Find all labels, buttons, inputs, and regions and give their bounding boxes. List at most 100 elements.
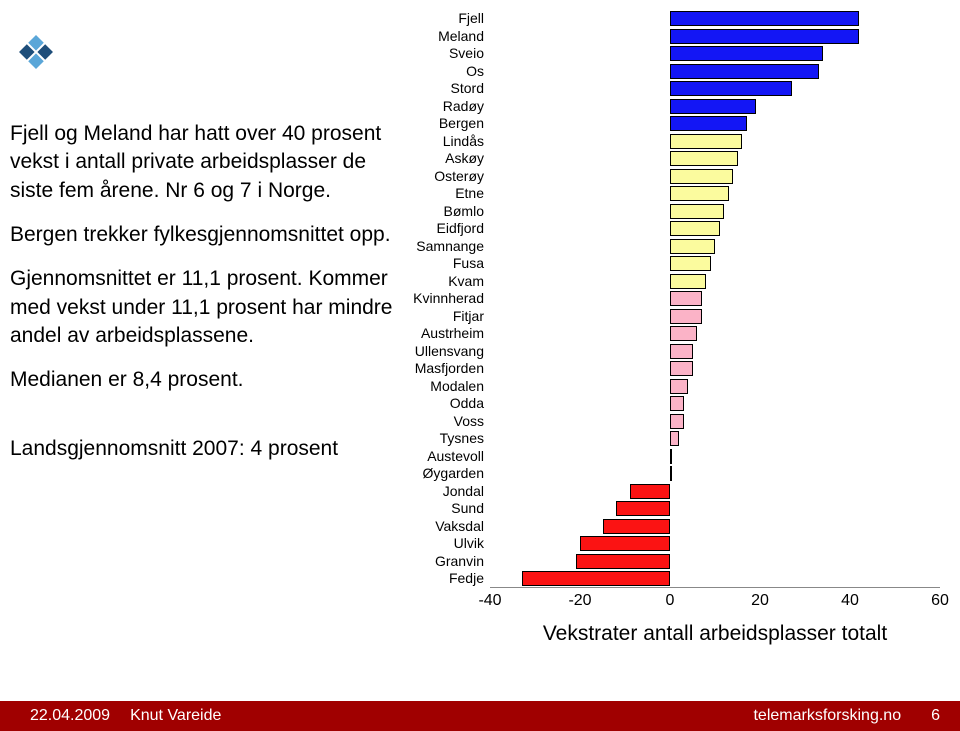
bar-row: Lindås bbox=[490, 133, 940, 151]
bar-rect bbox=[670, 29, 859, 44]
paragraph-1: Fjell og Meland har hatt over 40 prosent… bbox=[10, 120, 400, 205]
bar-rect bbox=[670, 256, 711, 271]
bar-label: Granvin bbox=[435, 553, 490, 570]
bar-label: Ullensvang bbox=[415, 343, 490, 360]
bar-label: Askøy bbox=[445, 150, 490, 167]
bar-row: Ullensvang bbox=[490, 343, 940, 361]
bar-label: Odda bbox=[450, 395, 490, 412]
bar-row: Ulvik bbox=[490, 535, 940, 553]
bar-label: Fitjar bbox=[453, 308, 490, 325]
x-tick-label: 40 bbox=[841, 592, 859, 610]
bar-row: Voss bbox=[490, 413, 940, 431]
bar-row: Granvin bbox=[490, 553, 940, 571]
bar-row: Austevoll bbox=[490, 448, 940, 466]
bar-label: Kvam bbox=[448, 273, 490, 290]
bar-rect bbox=[670, 134, 742, 149]
bar-rect bbox=[670, 431, 679, 446]
bar-rect bbox=[670, 116, 747, 131]
bar-label: Austevoll bbox=[427, 448, 490, 465]
bar-label: Sund bbox=[451, 500, 490, 517]
body-text: Fjell og Meland har hatt over 40 prosent… bbox=[10, 10, 400, 695]
bar-label: Modalen bbox=[430, 378, 490, 395]
bar-row: Sveio bbox=[490, 45, 940, 63]
bar-label: Kvinnherad bbox=[413, 290, 490, 307]
bar-rect bbox=[603, 519, 671, 534]
bar-label: Sveio bbox=[449, 45, 490, 62]
bar-label: Ulvik bbox=[454, 535, 490, 552]
bar-row: Øygarden bbox=[490, 465, 940, 483]
bar-label: Fusa bbox=[453, 255, 490, 272]
bar-label: Fjell bbox=[458, 10, 490, 27]
bar-rect bbox=[630, 484, 671, 499]
bar-rect bbox=[670, 81, 792, 96]
bar-label: Eidfjord bbox=[437, 220, 490, 237]
bar-rect bbox=[670, 64, 819, 79]
bar-row: Eidfjord bbox=[490, 220, 940, 238]
x-tick-label: 60 bbox=[931, 592, 949, 610]
footer-author: Knut Vareide bbox=[130, 707, 753, 725]
bar-label: Jondal bbox=[443, 483, 490, 500]
bar-row: Kvam bbox=[490, 273, 940, 291]
bar-rect bbox=[670, 326, 697, 341]
bar-rect bbox=[670, 344, 693, 359]
bar-label: Meland bbox=[438, 28, 490, 45]
bar-rect bbox=[576, 554, 671, 569]
bar-chart: FjellMelandSveioOsStordRadøyBergenLindås… bbox=[400, 10, 940, 650]
bar-rect bbox=[670, 396, 684, 411]
bar-rect bbox=[670, 291, 702, 306]
bar-label: Fedje bbox=[449, 570, 490, 587]
bar-rect bbox=[522, 571, 671, 586]
bar-row: Os bbox=[490, 63, 940, 81]
bar-row: Odda bbox=[490, 395, 940, 413]
bar-rect bbox=[670, 221, 720, 236]
bar-label: Bømlo bbox=[444, 203, 490, 220]
bar-row: Etne bbox=[490, 185, 940, 203]
footer-date: 22.04.2009 bbox=[30, 707, 110, 725]
bar-rect bbox=[670, 46, 823, 61]
bar-row: Radøy bbox=[490, 98, 940, 116]
bar-rect bbox=[670, 204, 724, 219]
bar-label: Bergen bbox=[439, 115, 490, 132]
bar-rect bbox=[670, 11, 859, 26]
bar-rect bbox=[670, 186, 729, 201]
bar-label: Samnange bbox=[416, 238, 490, 255]
bar-rect bbox=[670, 379, 688, 394]
footer: 22.04.2009 Knut Vareide telemarksforskin… bbox=[0, 701, 960, 731]
bar-label: Vaksdal bbox=[435, 518, 490, 535]
x-tick-label: -40 bbox=[478, 592, 501, 610]
bar-row: Bømlo bbox=[490, 203, 940, 221]
bar-row: Osterøy bbox=[490, 168, 940, 186]
bar-rect bbox=[670, 239, 715, 254]
x-tick-label: -20 bbox=[568, 592, 591, 610]
bar-row: Vaksdal bbox=[490, 518, 940, 536]
bar-rect bbox=[670, 309, 702, 324]
bar-row: Fedje bbox=[490, 570, 940, 588]
paragraph-2: Bergen trekker fylkesgjennomsnittet opp. bbox=[10, 221, 400, 249]
bar-row: Fitjar bbox=[490, 308, 940, 326]
bar-row: Bergen bbox=[490, 115, 940, 133]
bar-rect bbox=[670, 466, 672, 481]
paragraph-4: Medianen er 8,4 prosent. bbox=[10, 366, 400, 394]
bar-row: Samnange bbox=[490, 238, 940, 256]
bar-rect bbox=[670, 414, 684, 429]
footer-site: telemarksforsking.no bbox=[753, 707, 901, 725]
bar-label: Etne bbox=[455, 185, 490, 202]
bar-label: Austrheim bbox=[421, 325, 490, 342]
bar-label: Radøy bbox=[443, 98, 490, 115]
x-tick-label: 20 bbox=[751, 592, 769, 610]
bar-row: Meland bbox=[490, 28, 940, 46]
bar-row: Sund bbox=[490, 500, 940, 518]
bar-label: Voss bbox=[454, 413, 490, 430]
bar-rect bbox=[616, 501, 670, 516]
bar-label: Os bbox=[466, 63, 490, 80]
bar-label: Øygarden bbox=[423, 465, 490, 482]
bar-row: Fjell bbox=[490, 10, 940, 28]
bar-row: Austrheim bbox=[490, 325, 940, 343]
x-axis-title: Vekstrater antall arbeidsplasser totalt bbox=[490, 622, 940, 646]
bar-row: Askøy bbox=[490, 150, 940, 168]
bar-row: Masfjorden bbox=[490, 360, 940, 378]
bar-row: Fusa bbox=[490, 255, 940, 273]
bar-rect bbox=[580, 536, 670, 551]
bar-label: Stord bbox=[451, 80, 490, 97]
bar-label: Masfjorden bbox=[415, 360, 490, 377]
